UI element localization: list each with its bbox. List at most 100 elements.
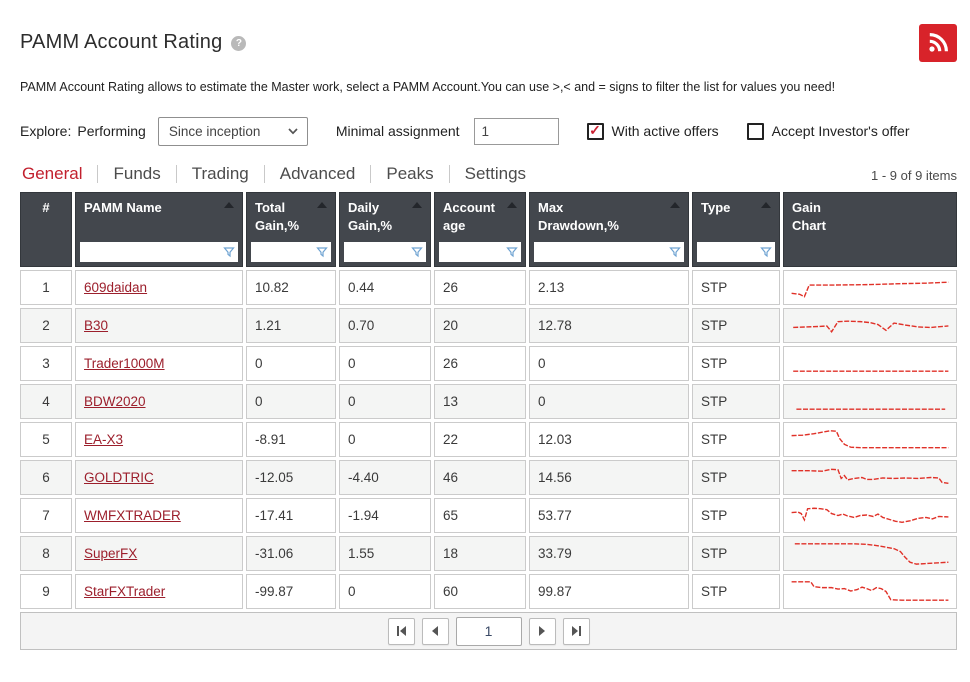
filter-funnel-icon[interactable] xyxy=(223,246,235,258)
table-row: 2 B30 1.21 0.70 20 12.78 STP xyxy=(20,308,957,343)
row-index-cell: 5 xyxy=(20,422,72,457)
last-page-button[interactable] xyxy=(562,617,590,645)
accept-investors-offer-group[interactable]: ✓ Accept Investor's offer xyxy=(746,122,909,140)
gain-chart-cell xyxy=(783,384,957,419)
sort-asc-icon[interactable] xyxy=(670,202,680,208)
pamm-name-link[interactable]: StarFXTrader xyxy=(84,584,166,599)
table-row: 3 Trader1000M 0 0 26 0 STP xyxy=(20,346,957,381)
gain-sparkline-chart xyxy=(790,577,950,606)
pamm-name-link[interactable]: EA-X3 xyxy=(84,432,124,447)
help-icon[interactable]: ? xyxy=(231,36,247,51)
filter-funnel-icon[interactable] xyxy=(316,246,328,258)
gain-sparkline-chart xyxy=(790,273,950,302)
tab-trading[interactable]: Trading xyxy=(191,164,249,183)
column-filter xyxy=(251,242,331,262)
account-age-cell: 26 xyxy=(434,346,526,381)
daily-gain-cell: 0 xyxy=(339,574,431,609)
tab-peaks[interactable]: Peaks xyxy=(386,164,434,183)
column-header-account-age[interactable]: Account age xyxy=(434,192,526,267)
pamm-name-cell: GOLDTRIC xyxy=(75,460,243,495)
rating-table: # PAMM Name Total Gain,% xyxy=(20,192,957,650)
column-header-pamm-name[interactable]: PAMM Name xyxy=(75,192,243,267)
sort-asc-icon[interactable] xyxy=(412,202,422,208)
pamm-name-cell: WMFXTRADER xyxy=(75,498,243,533)
column-header-total-gain[interactable]: Total Gain,% xyxy=(246,192,336,267)
column-header-max-drawdown[interactable]: Max Drawdown,% xyxy=(529,192,689,267)
total-gain-cell: 10.82 xyxy=(246,270,336,305)
type-cell: STP xyxy=(692,498,780,533)
filter-funnel-icon[interactable] xyxy=(669,246,681,258)
filter-input-total-gain[interactable] xyxy=(251,242,316,262)
pamm-name-link[interactable]: SuperFX xyxy=(84,546,138,561)
page-number-input[interactable] xyxy=(455,616,522,646)
pamm-name-link[interactable]: Trader1000M xyxy=(84,356,165,371)
filter-input-pamm-name[interactable] xyxy=(80,242,223,262)
column-header-type[interactable]: Type xyxy=(692,192,780,267)
period-select-value: Since inception xyxy=(168,123,261,139)
gain-chart-cell xyxy=(783,536,957,571)
prev-page-button[interactable] xyxy=(421,617,449,645)
filter-funnel-icon[interactable] xyxy=(411,246,423,258)
filter-funnel-icon[interactable] xyxy=(760,246,772,258)
max-drawdown-cell: 99.87 xyxy=(529,574,689,609)
total-gain-cell: -17.41 xyxy=(246,498,336,533)
row-index-cell: 1 xyxy=(20,270,72,305)
tab-separator xyxy=(175,165,177,183)
sort-asc-icon[interactable] xyxy=(224,202,234,208)
type-cell: STP xyxy=(692,574,780,609)
title-row: PAMM Account Rating ? xyxy=(20,24,957,62)
pamm-name-cell: B30 xyxy=(75,308,243,343)
first-page-button[interactable] xyxy=(387,617,415,645)
tab-general[interactable]: General xyxy=(22,164,83,183)
gain-chart-cell xyxy=(783,422,957,457)
minimal-assignment-input[interactable] xyxy=(473,117,559,145)
with-active-offers-group[interactable]: ✓ With active offers xyxy=(586,122,719,140)
filter-funnel-icon[interactable] xyxy=(506,246,518,258)
type-cell: STP xyxy=(692,422,780,457)
pamm-name-link[interactable]: GOLDTRIC xyxy=(84,470,154,485)
next-page-button[interactable] xyxy=(528,617,556,645)
first-page-icon xyxy=(399,626,406,636)
sort-asc-icon[interactable] xyxy=(317,202,327,208)
pamm-name-link[interactable]: BDW2020 xyxy=(84,394,146,409)
daily-gain-cell: 0.44 xyxy=(339,270,431,305)
gain-chart-cell xyxy=(783,460,957,495)
page-title: PAMM Account Rating xyxy=(20,30,223,53)
sort-asc-icon[interactable] xyxy=(507,202,517,208)
period-select[interactable]: Since inception xyxy=(157,116,308,146)
tab-funds[interactable]: Funds xyxy=(113,164,161,183)
sort-asc-icon[interactable] xyxy=(761,202,771,208)
tab-settings[interactable]: Settings xyxy=(464,164,527,183)
max-drawdown-cell: 12.78 xyxy=(529,308,689,343)
row-index-cell: 7 xyxy=(20,498,72,533)
gain-chart-cell xyxy=(783,308,957,343)
filter-input-type[interactable] xyxy=(697,242,760,262)
with-active-offers-checkbox[interactable]: ✓ xyxy=(586,122,604,140)
pamm-name-link[interactable]: 609daidan xyxy=(84,280,148,295)
column-header-daily-gain[interactable]: Daily Gain,% xyxy=(339,192,431,267)
pamm-name-cell: Trader1000M xyxy=(75,346,243,381)
checkmark-icon: ✓ xyxy=(589,122,601,138)
column-filter xyxy=(697,242,775,262)
filter-input-max-drawdown[interactable] xyxy=(534,242,669,262)
gain-chart-cell xyxy=(783,346,957,381)
account-age-cell: 22 xyxy=(434,422,526,457)
filter-input-account-age[interactable] xyxy=(439,242,506,262)
pamm-name-link[interactable]: B30 xyxy=(84,318,109,333)
table-row: 7 WMFXTRADER -17.41 -1.94 65 53.77 STP xyxy=(20,498,957,533)
table-header-row: # PAMM Name Total Gain,% xyxy=(20,192,957,267)
row-index-cell: 8 xyxy=(20,536,72,571)
tab-separator xyxy=(448,165,450,183)
performing-label[interactable]: Performing xyxy=(77,123,146,139)
max-drawdown-cell: 12.03 xyxy=(529,422,689,457)
pamm-name-link[interactable]: WMFXTRADER xyxy=(84,508,181,523)
tab-separator xyxy=(97,165,99,183)
tab-advanced[interactable]: Advanced xyxy=(279,164,356,183)
pamm-name-cell: SuperFX xyxy=(75,536,243,571)
account-age-cell: 26 xyxy=(434,270,526,305)
table-row: 1 609daidan 10.82 0.44 26 2.13 STP xyxy=(20,270,957,305)
daily-gain-cell: 0 xyxy=(339,346,431,381)
accept-investors-offer-checkbox[interactable]: ✓ xyxy=(746,122,764,140)
rss-icon[interactable] xyxy=(919,24,957,62)
filter-input-daily-gain[interactable] xyxy=(344,242,411,262)
